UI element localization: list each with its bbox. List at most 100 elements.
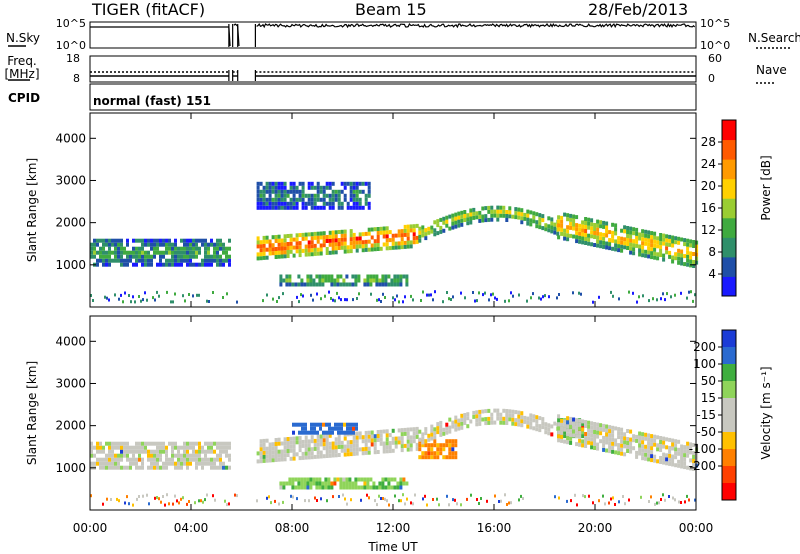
heatmap-cell bbox=[222, 461, 225, 466]
heatmap-cell bbox=[638, 443, 642, 448]
heatmap-cell bbox=[189, 441, 192, 446]
heatmap-cell bbox=[605, 440, 609, 445]
heatmap-cell bbox=[322, 422, 325, 427]
heatmap-cell bbox=[499, 412, 503, 417]
heatmap-cell bbox=[641, 233, 645, 238]
heatmap-cell bbox=[138, 238, 141, 243]
heatmap-cell bbox=[532, 211, 536, 216]
heatmap-cell bbox=[186, 457, 189, 462]
heatmap-cell bbox=[147, 465, 150, 470]
heatmap-cell bbox=[451, 225, 455, 230]
heatmap-cell bbox=[397, 229, 401, 234]
heatmap-cell bbox=[132, 457, 135, 462]
heatmap-cell bbox=[259, 189, 263, 194]
heatmap-cell bbox=[418, 443, 422, 448]
heatmap-cell bbox=[644, 456, 648, 461]
heatmap-cell bbox=[219, 258, 222, 263]
heatmap-cell bbox=[560, 422, 564, 427]
heatmap-cell bbox=[120, 246, 123, 251]
heatmap-cell bbox=[99, 461, 102, 466]
heatmap-cell bbox=[225, 258, 228, 263]
heatmap-cell bbox=[105, 262, 108, 267]
heatmap-cell bbox=[605, 221, 609, 226]
heatmap-cell bbox=[307, 201, 311, 206]
heatmap-cell bbox=[180, 254, 183, 259]
heatmap-cell bbox=[274, 442, 278, 446]
heatmap-cell bbox=[662, 452, 666, 457]
heatmap-cell bbox=[301, 232, 305, 237]
heatmap-cell bbox=[262, 235, 266, 240]
heatmap-cell bbox=[259, 443, 263, 448]
heatmap-cell bbox=[219, 441, 222, 446]
heatmap-cell bbox=[593, 426, 597, 430]
heatmap-cell bbox=[647, 445, 651, 450]
heatmap-cell bbox=[144, 291, 146, 295]
heatmap-cell bbox=[349, 189, 353, 194]
heatmap-cell bbox=[147, 242, 150, 247]
heatmap-cell bbox=[626, 441, 630, 445]
heatmap-cell bbox=[321, 278, 325, 283]
heatmap-cell bbox=[292, 197, 296, 202]
heatmap-cell bbox=[111, 445, 114, 450]
heatmap-cell bbox=[575, 231, 579, 236]
heatmap-cell bbox=[650, 235, 654, 240]
heatmap-cell bbox=[424, 232, 428, 237]
heatmap-cell bbox=[165, 445, 168, 450]
heatmap-cell bbox=[382, 497, 384, 500]
heatmap-cell bbox=[156, 445, 159, 450]
heatmap-cell bbox=[451, 217, 455, 222]
heatmap-cell bbox=[268, 446, 272, 451]
heatmap-cell bbox=[123, 449, 126, 454]
heatmap-cell bbox=[373, 446, 377, 451]
heatmap-cell bbox=[593, 434, 597, 438]
heatmap-cell bbox=[330, 485, 334, 490]
heatmap-cell bbox=[575, 235, 579, 240]
heatmap-cell bbox=[674, 463, 678, 468]
heatmap-cell bbox=[334, 238, 338, 243]
heatmap-cell bbox=[641, 452, 645, 457]
heatmap-cell bbox=[373, 450, 377, 455]
heatmap-cell bbox=[566, 440, 570, 445]
heatmap-cell bbox=[138, 465, 141, 470]
heatmap-cell bbox=[277, 250, 281, 255]
heatmap-cell bbox=[653, 442, 657, 447]
heatmap-cell bbox=[351, 485, 355, 490]
heatmap-cell bbox=[144, 441, 147, 446]
heatmap-cell bbox=[463, 421, 467, 425]
heatmap-cell bbox=[156, 242, 159, 247]
heatmap-cell bbox=[346, 205, 350, 210]
heatmap-cell bbox=[430, 436, 434, 441]
heatmap-cell bbox=[572, 417, 576, 422]
heatmap-cell bbox=[156, 465, 159, 470]
heatmap-cell bbox=[650, 247, 654, 252]
heatmap-cell bbox=[297, 274, 301, 279]
heatmap-cell bbox=[367, 430, 371, 435]
heatmap-cell bbox=[262, 243, 266, 248]
heatmap-cell bbox=[283, 181, 287, 186]
heatmap-cell bbox=[381, 278, 385, 283]
heatmap-cell bbox=[474, 299, 476, 303]
heatmap-cell bbox=[325, 239, 329, 243]
heatmap-cell bbox=[280, 197, 284, 202]
heatmap-cell bbox=[683, 457, 687, 462]
heatmap-cell bbox=[111, 238, 114, 243]
heatmap-cell bbox=[334, 197, 338, 202]
heatmap-cell bbox=[421, 443, 425, 448]
heatmap-cell bbox=[298, 241, 302, 246]
heatmap-cell bbox=[614, 442, 618, 447]
heatmap-cell bbox=[177, 258, 180, 263]
heatmap-cell bbox=[364, 430, 368, 435]
heatmap-cell bbox=[424, 451, 428, 456]
heatmap-cell bbox=[168, 441, 171, 446]
heatmap-cell bbox=[189, 254, 192, 259]
heatmap-cell bbox=[578, 430, 582, 435]
heatmap-cell bbox=[111, 465, 114, 470]
heatmap-cell bbox=[265, 458, 269, 463]
heatmap-cell bbox=[222, 465, 225, 470]
heatmap-cell bbox=[192, 238, 195, 243]
heatmap-cell bbox=[90, 254, 93, 259]
heatmap-cell bbox=[132, 503, 134, 507]
heatmap-cell bbox=[478, 417, 482, 422]
heatmap-cell bbox=[610, 290, 612, 294]
heatmap-cell bbox=[598, 499, 600, 503]
